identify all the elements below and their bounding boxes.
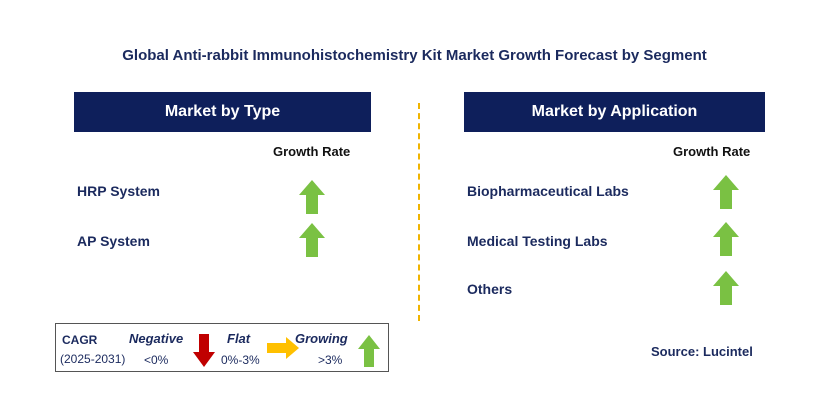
green-up-arrow-icon bbox=[713, 222, 739, 256]
application-row-label: Others bbox=[467, 281, 513, 297]
page-title: Global Anti-rabbit Immunohistochemistry … bbox=[122, 47, 707, 64]
green-up-arrow-icon bbox=[299, 180, 325, 214]
type-row-label: HRP System bbox=[77, 183, 161, 199]
cagr-legend: CAGR (2025-2031) Negative <0% Flat 0%-3%… bbox=[55, 323, 389, 372]
growth-rate-label-application: Growth Rate bbox=[673, 144, 751, 159]
source-label: Source: Lucintel bbox=[651, 344, 753, 359]
yellow-right-arrow-icon bbox=[267, 337, 299, 359]
panel-divider bbox=[418, 103, 420, 321]
legend-flat-label: Flat bbox=[227, 331, 251, 346]
growth-rate-label-type: Growth Rate bbox=[273, 144, 351, 159]
green-up-arrow-icon bbox=[299, 223, 325, 257]
legend-negative-label: Negative bbox=[129, 331, 184, 346]
legend-cagr-label: CAGR bbox=[62, 333, 98, 347]
green-up-arrow-icon bbox=[358, 335, 380, 367]
market-by-type-header: Market by Type bbox=[74, 92, 371, 132]
legend-growing-label: Growing bbox=[295, 331, 348, 346]
application-row-label: Biopharmaceutical Labs bbox=[467, 183, 629, 199]
legend-negative-range: <0% bbox=[144, 353, 169, 367]
green-up-arrow-icon bbox=[713, 175, 739, 209]
green-up-arrow-icon bbox=[713, 271, 739, 305]
market-by-application-header: Market by Application bbox=[464, 92, 765, 132]
application-row-label: Medical Testing Labs bbox=[467, 233, 608, 249]
type-row-label: AP System bbox=[77, 233, 150, 249]
legend-growing-range: >3% bbox=[318, 353, 343, 367]
red-down-arrow-icon bbox=[193, 334, 215, 367]
legend-flat-range: 0%-3% bbox=[221, 353, 260, 367]
legend-period-label: (2025-2031) bbox=[60, 352, 126, 366]
